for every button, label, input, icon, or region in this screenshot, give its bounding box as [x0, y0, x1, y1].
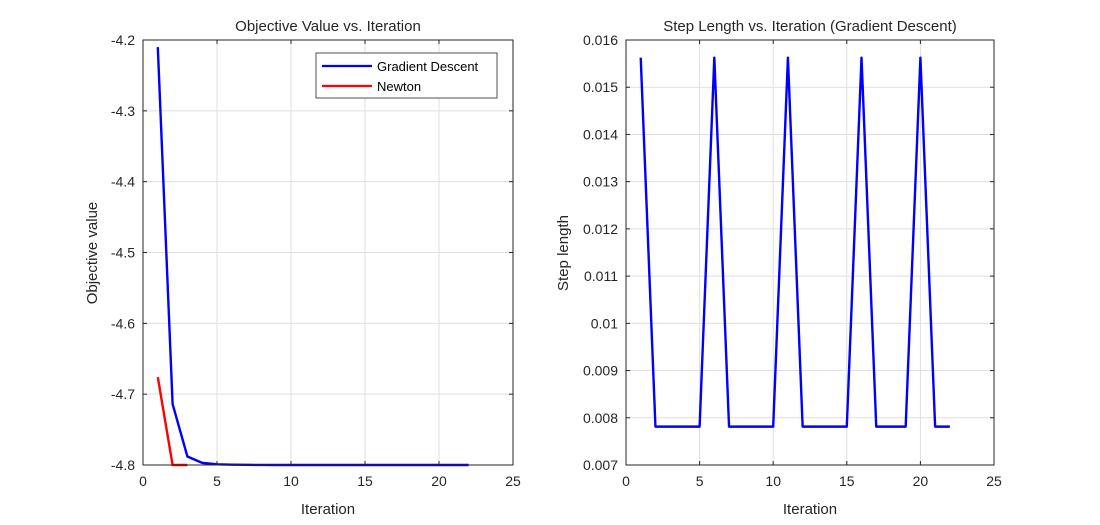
- grid: [626, 40, 994, 465]
- y-tick-label: -4.5: [111, 245, 135, 261]
- y-tick-label: 0.012: [583, 221, 618, 237]
- x-tick-label: 0: [622, 473, 630, 489]
- y-tick-label: -4.7: [111, 386, 135, 402]
- chart-title: Objective Value vs. Iteration: [235, 18, 421, 35]
- y-tick-label: -4.6: [111, 315, 135, 331]
- plot-area: [626, 40, 994, 465]
- x-tick-label: 10: [765, 473, 781, 489]
- y-tick-label: 0.011: [584, 268, 618, 284]
- x-tick-label: 25: [505, 473, 521, 489]
- y-tick-label: 0.008: [583, 410, 618, 426]
- legend: Gradient Descent Newton: [315, 52, 498, 99]
- chart-title: Step Length vs. Iteration (Gradient Desc…: [663, 18, 957, 35]
- y-tick-label: -4.8: [111, 457, 135, 473]
- x-tick-label: 15: [839, 473, 855, 489]
- objective-value-chart: 0 5 10 15 20 25 -4.8-4.7-4.6-4.5-4.4-4.3-4.2 …: [84, 18, 521, 518]
- y-tick-label: 0.01: [591, 315, 618, 331]
- x-tick-label: 10: [283, 473, 299, 489]
- x-tick-label: 20: [431, 473, 447, 489]
- x-tick-label: 20: [913, 473, 929, 489]
- x-tick-label: 25: [986, 473, 1002, 489]
- x-tick-label: 5: [696, 473, 704, 489]
- y-tick-label: 0.014: [583, 126, 618, 142]
- y-tick-label: -4.2: [111, 32, 135, 48]
- y-ticks: 0.007 0.008 0.009 0.01 0.011 0.012 0.013 0.014 0…: [583, 32, 994, 473]
- x-ticks: 0 5 10 15 20 25: [139, 40, 521, 489]
- step-length-chart: 0 5 10 15 20 25 0.007 0.008 0.009 0.01 0.011 0.012…: [555, 18, 1002, 518]
- y-tick-label: 0.007: [583, 457, 618, 473]
- legend-label-newton: Newton: [377, 79, 421, 94]
- x-tick-label: 15: [357, 473, 373, 489]
- legend-box: [315, 52, 498, 99]
- y-axis-label: Step length: [555, 215, 572, 291]
- y-tick-label: -4.3: [111, 103, 135, 119]
- axes-box: [625, 39, 995, 466]
- y-tick-label: -4.4: [111, 174, 135, 190]
- x-axis-label: Iteration: [301, 501, 355, 518]
- x-tick-label: 0: [139, 473, 147, 489]
- y-ticks: -4.8 -4.7 -4.6 -4.5 -4.4 -4.3 -4.2: [111, 32, 513, 473]
- grid: [143, 40, 513, 465]
- y-tick-label: 0.015: [583, 79, 618, 95]
- y-tick-label: 0.016: [583, 32, 618, 48]
- step-length-series-line: [639, 56, 950, 428]
- legend-label-gradient-descent: Gradient Descent: [377, 59, 479, 74]
- series-layer: [639, 56, 950, 428]
- y-tick-label: 0.009: [583, 363, 618, 379]
- x-tick-label: 5: [213, 473, 221, 489]
- y-axis-label: Objective value: [84, 202, 101, 305]
- x-axis-label: Iteration: [783, 501, 837, 518]
- y-tick-label: 0.013: [583, 174, 618, 190]
- x-ticks: 0 5 10 15 20 25: [622, 40, 1002, 489]
